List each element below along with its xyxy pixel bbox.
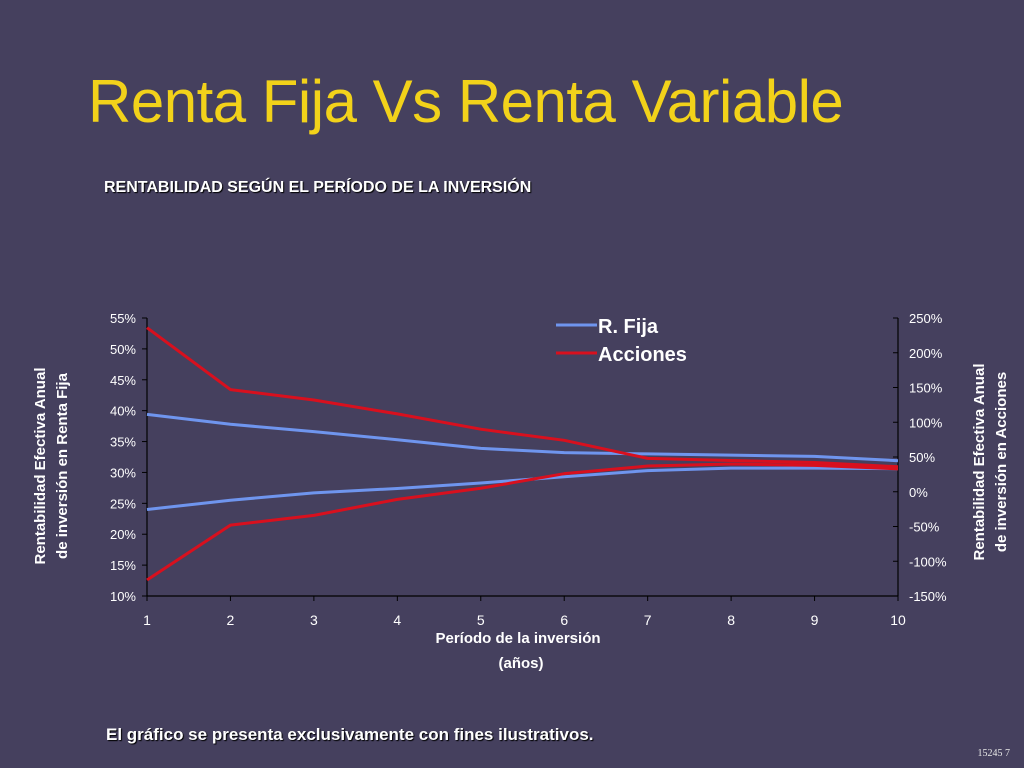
series-line-acciones-lower — [146, 462, 899, 582]
y-right-tick-label: -100% — [909, 554, 947, 569]
y-right-tick-label: 100% — [909, 415, 943, 430]
x-tick-label: 9 — [811, 612, 819, 628]
chart-subtitle: RENTABILIDAD SEGÚN EL PERÍODO DE LA INVE… — [104, 179, 532, 196]
y-left-tick-label: 40% — [110, 404, 136, 419]
y-axis-left-label-line2: de inversión en Renta Fija — [54, 372, 71, 559]
y-right-tick-label: -150% — [909, 589, 947, 604]
x-tick-label: 10 — [890, 612, 906, 628]
legend: R. Fija Acciones — [556, 316, 687, 366]
y-left-tick-label: 55% — [110, 311, 136, 326]
y-axis-left-label-line1: Rentabilidad Efectiva Anual — [32, 368, 49, 565]
slide-code: 15245 7 — [977, 748, 1011, 759]
y-right-tick-label: -50% — [909, 520, 940, 535]
slide-title: Renta Fija Vs Renta Variable — [88, 68, 844, 135]
y-axis-right-ticks: -150% -100% -50% 0% 50% 100% 150% 200% 250% — [893, 311, 947, 604]
y-left-tick-label: 20% — [110, 527, 136, 542]
x-axis-label-line1: Período de la inversión — [435, 630, 600, 647]
footnote: El gráfico se presenta exclusivamente co… — [106, 725, 594, 744]
legend-label-acciones: Acciones — [598, 344, 687, 366]
x-tick-label: 6 — [560, 612, 568, 628]
y-right-tick-label: 50% — [909, 450, 935, 465]
series-line-r-fija-lower — [146, 466, 899, 512]
y-left-tick-label: 45% — [110, 373, 136, 388]
x-tick-label: 7 — [644, 612, 652, 628]
y-left-tick-label: 35% — [110, 435, 136, 450]
y-left-tick-label: 10% — [110, 589, 136, 604]
y-left-tick-label: 15% — [110, 558, 136, 573]
x-tick-label: 8 — [727, 612, 735, 628]
y-axis-left-ticks: 10% 15% 20% 25% 30% 35% 40% 45% 50% 55% — [110, 311, 147, 604]
y-axis-right-label-line1: Rentabilidad Efectiva Anual — [971, 364, 988, 561]
x-tick-label: 4 — [393, 612, 401, 628]
x-axis-ticks: 1 2 3 4 5 6 7 8 9 10 — [143, 596, 906, 628]
x-axis-label-line2: (años) — [499, 655, 544, 672]
x-tick-label: 1 — [143, 612, 151, 628]
series-line-acciones-upper — [146, 326, 899, 469]
y-right-tick-label: 250% — [909, 311, 943, 326]
y-right-tick-label: 150% — [909, 381, 943, 396]
y-right-tick-label: 0% — [909, 485, 928, 500]
line-chart: 10%15%20%25%30%35%40%45%50%55% -150%-100… — [32, 311, 1010, 672]
series-group — [146, 326, 899, 582]
legend-label-r-fija: R. Fija — [598, 316, 659, 338]
x-tick-label: 3 — [310, 612, 318, 628]
x-tick-label: 2 — [227, 612, 235, 628]
y-left-tick-label: 30% — [110, 465, 136, 480]
y-right-tick-label: 200% — [909, 346, 943, 361]
x-tick-label: 5 — [477, 612, 485, 628]
series-line-r-fija-upper — [146, 412, 899, 463]
y-left-tick-label: 25% — [110, 496, 136, 511]
y-left-tick-label: 50% — [110, 342, 136, 357]
y-axis-right-label-line2: de inversión en Acciones — [993, 372, 1010, 552]
